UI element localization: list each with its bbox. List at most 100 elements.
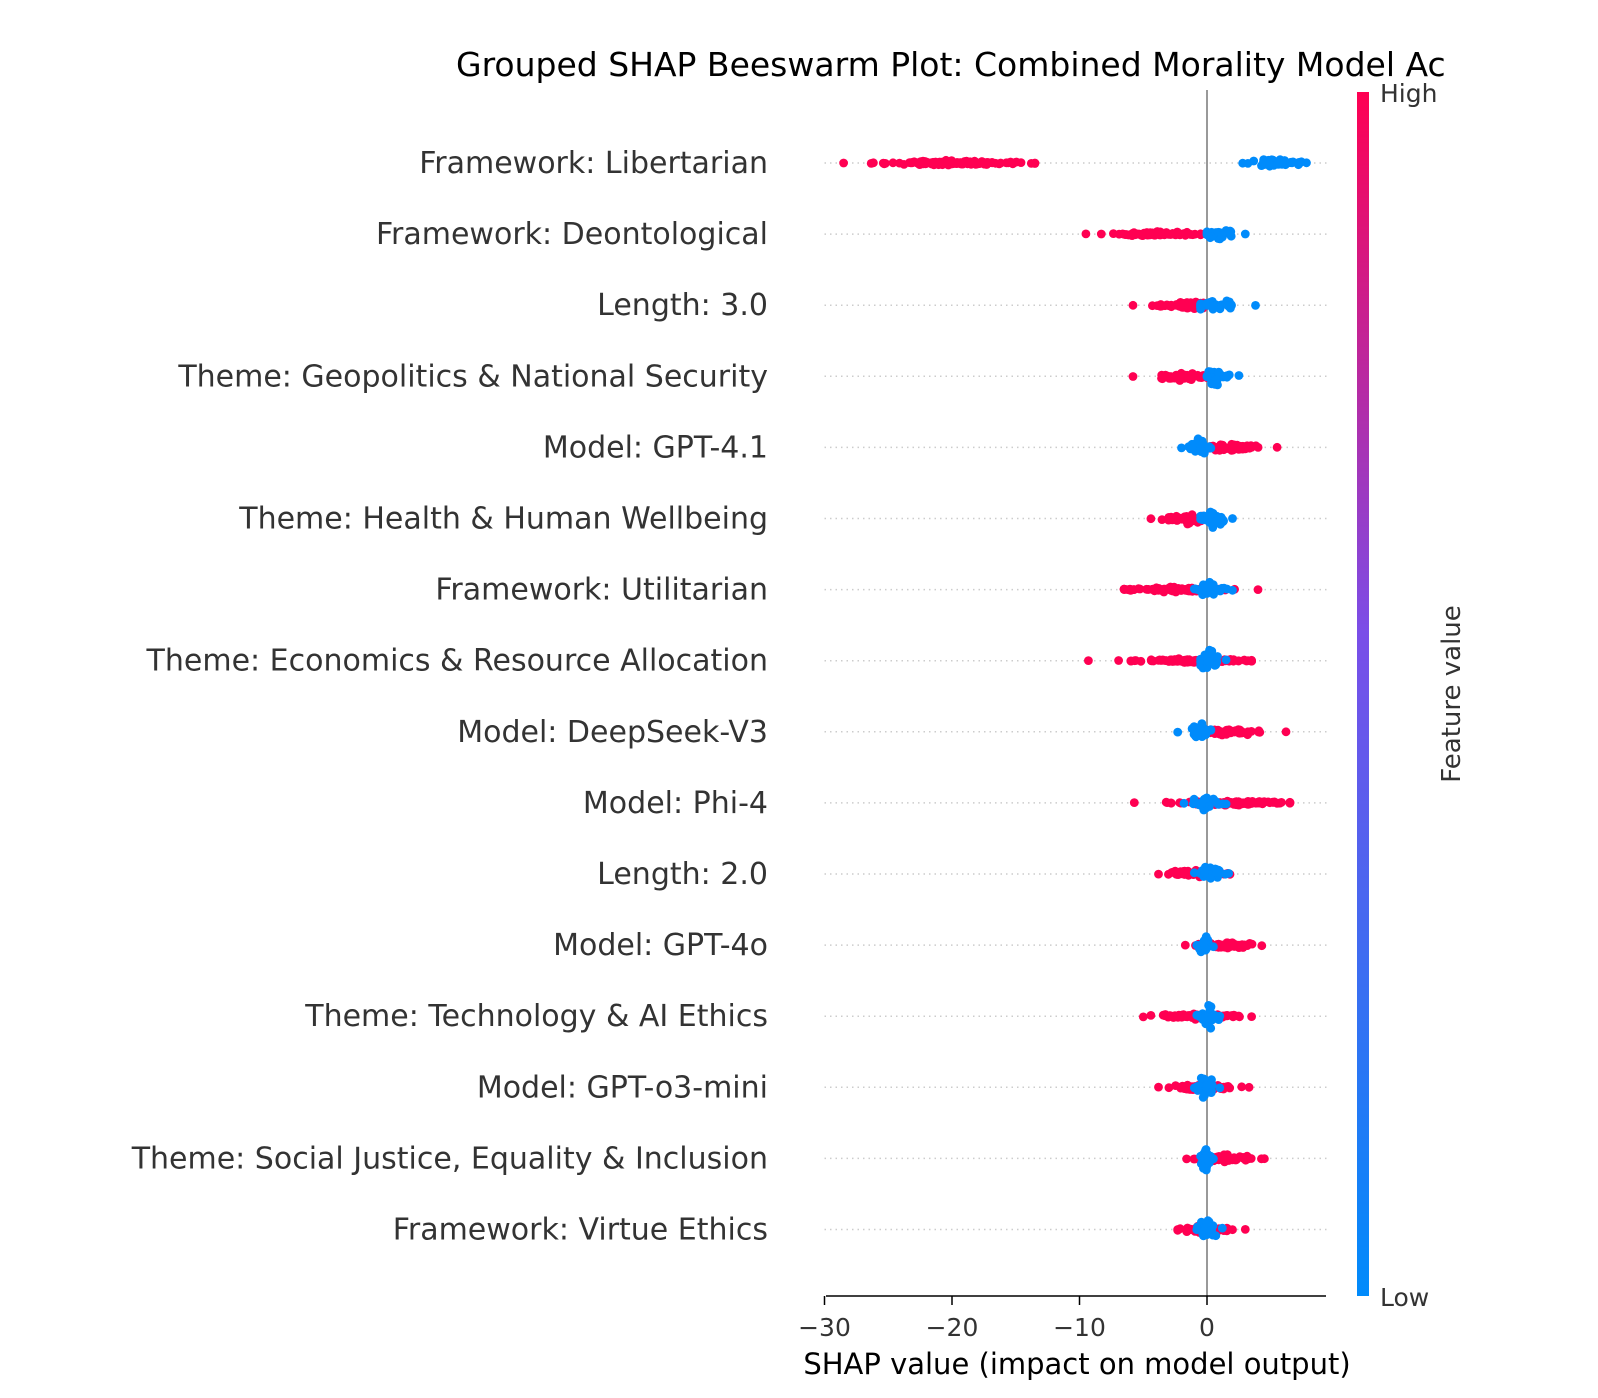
shap-point-low [1213,652,1222,661]
shap-point-high [1182,1154,1191,1164]
shap-point-low [1179,798,1189,808]
shap-point-low [1288,157,1298,167]
shap-point-high [1146,514,1156,524]
shap-point-low [1221,655,1231,665]
shap-point-low [1240,229,1250,239]
shap-point-low [1226,231,1236,241]
shap-point-high [928,157,938,167]
x-axis-ticks: −30 −20 −10 0 [798,1296,1215,1342]
shap-point-high [1119,585,1129,594]
shap-point-low [1188,443,1197,453]
shap-point-high [949,159,959,168]
shap-point-high [1285,797,1295,807]
x-tick-label: 0 [1199,1313,1215,1342]
x-tick-label: −20 [926,1313,979,1342]
shap-point-high [1247,1012,1256,1021]
shap-point-low [1202,371,1212,381]
shap-point-low [1198,1093,1208,1102]
feature-label: Model: GPT-4.1 [543,430,768,465]
shap-point-high [1129,798,1139,807]
shap-point-high [1109,229,1118,239]
shap-point-high [1179,657,1189,667]
shap-point-high [1158,1010,1168,1020]
shap-point-high [1144,585,1153,594]
shap-point-high [1225,443,1234,453]
shap-point-high [1277,798,1286,807]
shap-point-low [1228,514,1237,523]
shap-point-low [1196,1073,1206,1083]
shap-point-high [1247,656,1256,666]
feature-label: Model: GPT-4o [553,928,768,963]
chart-title: Grouped SHAP Beeswarm Plot: Combined Mor… [456,45,1446,84]
shap-point-high [912,158,922,168]
colorbar-low-label: Low [1380,1283,1429,1312]
shap-point-low [1221,869,1230,879]
shap-point-high [1164,513,1174,522]
shap-point-high [1084,656,1093,665]
shap-point-high [1281,727,1291,737]
shap-point-high [1114,656,1123,665]
shap-point-high [1272,442,1282,452]
shap-point-high [1230,942,1239,951]
feature-label: Framework: Deontological [376,217,768,252]
feature-label: Model: GPT-o3-mini [477,1070,768,1105]
shap-point-low [1198,1013,1208,1023]
shap-point-low [1208,301,1218,310]
shap-point-low [1213,585,1223,594]
shap-point-low [1214,367,1224,377]
shap-point-high [1216,445,1226,454]
shap-point-high [1175,1224,1185,1234]
row-guide-lines [824,162,1329,1231]
shap-point-high [1171,1081,1180,1090]
shap-point-high [906,158,916,168]
feature-label: Model: Phi-4 [583,786,768,821]
shap-point-high [1242,728,1251,738]
shap-point-low [1205,518,1215,527]
shap-point-high [1242,799,1252,809]
shap-point-high [1177,300,1187,310]
shap-point-high [941,155,951,165]
shap-point-high [1155,301,1165,311]
shap-point-high [1231,797,1240,807]
shap-point-low [1193,1086,1203,1095]
shap-point-low [1205,510,1215,520]
feature-label: Theme: Social Justice, Equality & Inclus… [131,1141,768,1176]
colorbar-high-label: High [1380,79,1437,108]
shap-point-high [1245,443,1254,453]
shap-point-high [1127,585,1137,594]
shap-point-high [1136,656,1146,666]
shap-point-low [1187,724,1197,734]
shap-point-high [1166,302,1176,312]
colorbar-title: Feature value [1437,605,1467,783]
feature-labels: Framework: Libertarian Framework: Deontol… [131,146,768,1248]
shap-point-high [1253,443,1263,452]
shap-point-low [1211,1231,1221,1241]
shap-point-low [1234,371,1244,380]
shap-point-high [1175,376,1185,385]
shap-point-high [970,156,979,166]
shap-point-low [1201,1081,1211,1091]
x-tick-label: −30 [798,1313,851,1342]
shap-point-low [1265,159,1274,169]
shap-point-high [1154,869,1163,879]
shap-point-low [1274,158,1284,168]
shap-point-high [1162,798,1172,807]
shap-point-high [1257,941,1267,951]
shap-point-high [1128,372,1138,381]
shap-point-high [1246,1154,1256,1163]
feature-label: Model: DeepSeek-V3 [457,715,768,750]
feature-label: Theme: Health & Human Wellbeing [238,502,768,537]
shap-point-high [1257,1154,1266,1164]
shap-point-high [994,159,1004,169]
shap-point-low [1227,301,1236,310]
shap-point-low [1249,156,1259,166]
shap-point-low [1173,727,1183,737]
shap-point-high [1138,1012,1148,1022]
shap-point-high [878,158,888,168]
feature-label: Framework: Libertarian [419,146,768,181]
shap-point-low [1206,1014,1216,1024]
shap-point-high [888,158,898,168]
shap-point-low [1201,793,1211,803]
shap-point-high [1135,584,1145,594]
shap-point-high [1161,656,1171,665]
